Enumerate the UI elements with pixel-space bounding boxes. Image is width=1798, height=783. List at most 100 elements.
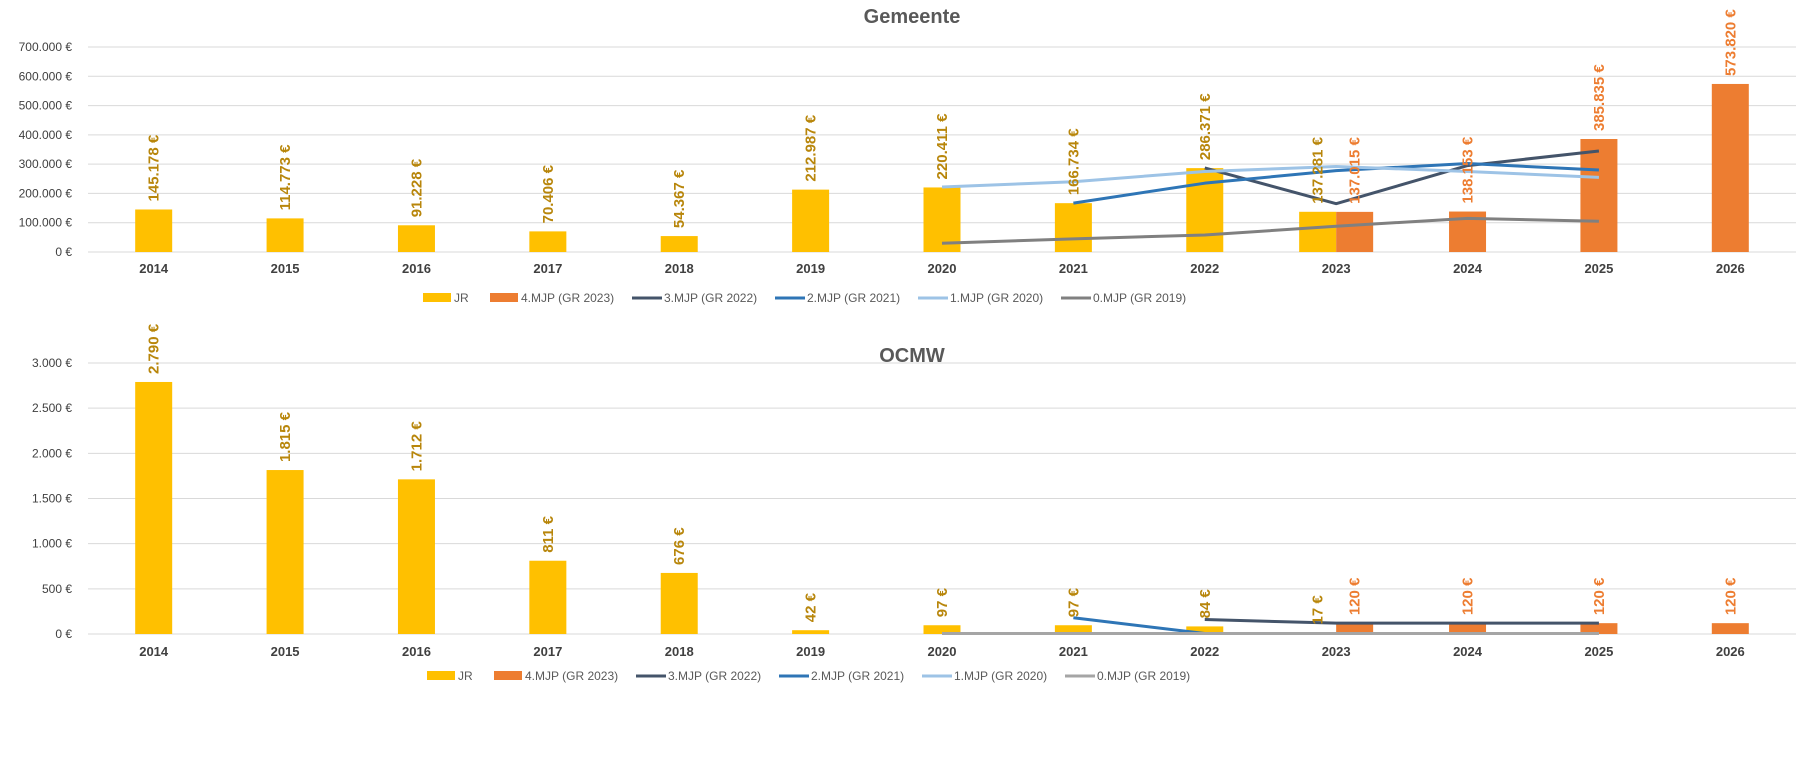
legend-label: 3.MJP (GR 2022) — [668, 669, 761, 683]
bar-jr-2017 — [529, 560, 567, 634]
bar-jr-2020 — [923, 187, 961, 252]
series-line-3mjp — [1204, 618, 1599, 625]
x-tick-label: 2024 — [1453, 644, 1483, 659]
x-tick-label: 2017 — [533, 261, 562, 276]
x-tick-label: 2022 — [1190, 644, 1219, 659]
bar-jr-2022 — [1186, 626, 1224, 634]
x-tick-label: 2023 — [1322, 261, 1351, 276]
bar-mjp4-2026 — [1711, 83, 1749, 252]
data-label: 145.178 € — [146, 134, 163, 201]
legend-label: 2.MJP (GR 2021) — [807, 291, 900, 305]
x-tick-label: 2018 — [665, 644, 694, 659]
bar-jr-2019 — [792, 189, 830, 252]
data-label: 70.406 € — [540, 164, 557, 223]
y-tick-label: 1.500 € — [32, 492, 72, 506]
series-line-2mjp — [1073, 162, 1599, 205]
bar-mjp4-2025 — [1580, 623, 1618, 634]
x-tick-label: 2026 — [1716, 644, 1745, 659]
x-tick-label: 2021 — [1059, 261, 1088, 276]
data-label: 573.820 € — [1722, 9, 1739, 76]
data-label: 220.411 € — [934, 113, 951, 180]
x-tick-label: 2023 — [1322, 644, 1351, 659]
data-label: 120 € — [1722, 577, 1739, 615]
legend-swatch — [423, 293, 451, 302]
y-tick-label: 3.000 € — [32, 356, 72, 370]
legend-swatch — [427, 671, 455, 680]
x-tick-label: 2018 — [665, 261, 694, 276]
chart-title: Gemeente — [864, 6, 961, 28]
x-tick-label: 2020 — [928, 261, 957, 276]
bar-mjp4-2023 — [1336, 623, 1374, 634]
data-label: 385.835 € — [1591, 64, 1608, 131]
x-tick-label: 2015 — [271, 261, 300, 276]
legend-label: 4.MJP (GR 2023) — [521, 291, 614, 305]
data-label: 54.367 € — [671, 169, 688, 228]
chart-ocmw: OCMW 0 € 500 € 1.000 € 1.500 € 2.000 € 2.500 €… — [32, 323, 1796, 683]
x-tick-label: 2025 — [1584, 261, 1613, 276]
x-tick-label: 2017 — [533, 644, 562, 659]
bar-jr-2019 — [792, 630, 830, 634]
bar-mjp4-2023 — [1336, 211, 1374, 252]
data-label: 120 € — [1347, 577, 1364, 615]
data-label: 97 € — [1065, 587, 1082, 617]
chart-gemeente: Gemeente 0 € 100.000 € 200.000 € 300.000 € 40… — [19, 6, 1796, 305]
x-tick-label: 2019 — [796, 644, 825, 659]
y-tick-label: 600.000 € — [19, 69, 73, 83]
x-tick-label: 2025 — [1584, 644, 1613, 659]
y-tick-label: 500 € — [42, 582, 72, 596]
data-label: 676 € — [671, 527, 688, 565]
bar-jr-2016 — [397, 479, 435, 634]
x-tick-label: 2015 — [271, 644, 300, 659]
y-tick-label: 400.000 € — [19, 128, 73, 142]
bar-jr-2014 — [135, 209, 173, 252]
data-label: 42 € — [803, 592, 820, 622]
y-tick-label: 100.000 € — [19, 216, 73, 230]
series-line-1mjp — [941, 164, 1599, 189]
y-tick-label: 300.000 € — [19, 157, 73, 171]
y-tick-label: 2.500 € — [32, 401, 72, 415]
data-label: 114.773 € — [277, 144, 294, 211]
data-label: 286.371 € — [1197, 93, 1214, 160]
x-tick-label: 2024 — [1453, 261, 1483, 276]
bar-jr-2014 — [135, 381, 173, 634]
data-label: 137.281 € — [1310, 136, 1327, 203]
bar-jr-2017 — [529, 231, 567, 252]
bar-jr-2016 — [397, 225, 435, 252]
legend-label: 0.MJP (GR 2019) — [1097, 669, 1190, 683]
legend-swatch — [490, 293, 518, 302]
y-tick-label: 200.000 € — [19, 186, 73, 200]
data-label: 138.153 € — [1460, 136, 1477, 203]
y-tick-label: 0 € — [55, 627, 72, 641]
data-label: 811 € — [540, 515, 557, 552]
y-tick-label: 500.000 € — [19, 99, 73, 113]
legend-label: 2.MJP (GR 2021) — [811, 669, 904, 683]
y-tick-label: 2.000 € — [32, 446, 72, 460]
data-label: 2.790 € — [146, 323, 163, 374]
bar-jr-2018 — [660, 572, 698, 634]
bar-mjp4-2026 — [1711, 623, 1749, 634]
data-label: 97 € — [934, 587, 951, 617]
x-tick-label: 2016 — [402, 261, 431, 276]
x-tick-label: 2014 — [139, 261, 169, 276]
data-label: 120 € — [1460, 577, 1477, 615]
x-tick-label: 2016 — [402, 644, 431, 659]
bar-jr-2021 — [1054, 203, 1092, 252]
legend-label: 0.MJP (GR 2019) — [1093, 291, 1186, 305]
legend-label: JR — [454, 291, 469, 305]
y-tick-label: 700.000 € — [19, 40, 73, 54]
data-label: 166.734 € — [1065, 128, 1082, 195]
series-line-0mjp — [941, 216, 1599, 245]
bar-jr-2015 — [266, 470, 304, 634]
y-tick-label: 1.000 € — [32, 537, 72, 551]
bar-mjp4-2025 — [1580, 139, 1618, 252]
series-line-3mjp — [1204, 149, 1600, 206]
x-tick-label: 2014 — [139, 644, 169, 659]
legend-swatch — [494, 671, 522, 680]
data-label: 137.015 € — [1347, 136, 1364, 203]
bar-jr-2023 — [1299, 211, 1337, 252]
bar-jr-2018 — [660, 236, 698, 252]
legend-label: 1.MJP (GR 2020) — [954, 669, 1047, 683]
data-label: 91.228 € — [408, 158, 425, 217]
x-tick-label: 2022 — [1190, 261, 1219, 276]
